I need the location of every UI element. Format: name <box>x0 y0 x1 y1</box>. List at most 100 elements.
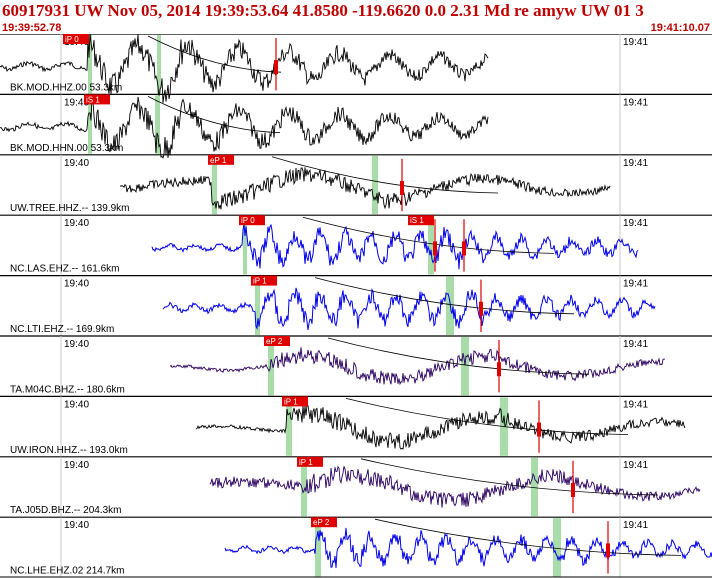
pick-label[interactable]: iP 1 <box>297 456 323 467</box>
trace-row[interactable]: 19:40 19:41 iP 1 TA.J05D.BHZ.-- 204.3km <box>0 456 712 518</box>
station-label: UW.IRON.HHZ.-- 193.0km <box>10 445 128 456</box>
event-title: 60917931 UW Nov 05, 2014 19:39:53.64 41.… <box>2 1 644 20</box>
waveform <box>0 34 489 103</box>
svg-text:iP 1: iP 1 <box>253 277 267 286</box>
p-phase-marker <box>212 155 217 215</box>
travel-time-curve <box>302 216 555 254</box>
s-phase-marker <box>157 35 161 94</box>
pick-label[interactable]: eP 2 <box>311 517 337 528</box>
seismogram-header: 60917931 UW Nov 05, 2014 19:39:53.64 41.… <box>0 0 712 34</box>
waveform <box>151 223 639 270</box>
arrival-marker[interactable] <box>571 483 575 497</box>
time-label-left: 19:40 <box>64 460 89 471</box>
time-label-right: 19:41 <box>623 399 648 410</box>
time-label-right: 19:41 <box>623 37 648 48</box>
pick-label[interactable]: iP 0 <box>239 215 265 226</box>
travel-time-curve <box>147 96 281 133</box>
p-phase-marker <box>301 457 307 517</box>
p-phase-marker <box>286 397 292 456</box>
window-end-time: 19:41:10.07 <box>650 22 710 34</box>
time-label-right: 19:41 <box>623 520 648 531</box>
svg-text:eP 2: eP 2 <box>266 337 283 346</box>
svg-text:iS 1: iS 1 <box>410 216 424 225</box>
p-phase-marker <box>88 95 92 154</box>
arrival-marker[interactable] <box>400 181 404 195</box>
station-label: TA.M04C.BHZ.-- 180.6km <box>10 384 125 395</box>
trace-row[interactable]: 19:40 19:41 iP 1 NC.LTI.EHZ.-- 169.9km <box>0 275 712 336</box>
p-phase-marker <box>315 518 321 577</box>
pick-label[interactable]: iP 0 <box>63 34 89 44</box>
pick-label[interactable]: eP 1 <box>208 154 234 165</box>
s-phase-marker <box>461 337 469 396</box>
pick-label[interactable]: eP 2 <box>264 336 290 346</box>
pick-label[interactable]: iP 1 <box>282 396 308 407</box>
station-label: UW.TREE.HHZ.-- 139.9km <box>10 203 129 214</box>
station-label: NC.LHE.EHZ.02 214.7km <box>10 566 125 577</box>
time-label-right: 19:41 <box>623 218 648 229</box>
time-label-left: 19:40 <box>64 339 89 350</box>
arrival-marker[interactable] <box>497 362 501 377</box>
travel-time-curve <box>360 458 659 496</box>
waveform <box>224 527 712 569</box>
s-phase-marker <box>428 216 434 275</box>
arrival-marker[interactable] <box>433 241 437 256</box>
time-label-right: 19:41 <box>623 279 648 290</box>
arrival-marker[interactable] <box>274 60 278 75</box>
trace-row[interactable]: 19:40 19:41 eP 1 UW.TREE.HHZ.-- 139.9km <box>0 154 712 216</box>
travel-time-curve <box>314 277 575 315</box>
waveform <box>209 465 701 508</box>
time-label-left: 19:40 <box>64 520 89 531</box>
station-label: NC.LTI.EHZ.-- 169.9km <box>10 324 114 335</box>
s-phase-marker <box>372 155 378 215</box>
station-label: TA.J05D.BHZ.-- 204.3km <box>10 505 122 516</box>
station-label: BK.MOD.HHN.00 53.3km <box>10 143 123 154</box>
p-phase-marker <box>88 35 92 94</box>
arrival-marker[interactable] <box>479 301 483 316</box>
svg-text:iP 0: iP 0 <box>65 35 79 44</box>
time-label-right: 19:41 <box>623 97 648 108</box>
trace-row[interactable]: 19:40 19:41 iP 1 UW.IRON.HHZ.-- 193.0km <box>0 395 712 457</box>
p-phase-marker <box>243 216 247 275</box>
time-label-left: 19:40 <box>64 279 89 290</box>
trace-row[interactable]: 19:40 19:41 iP 0 iS 1 NC.LAS.EHZ.-- 161.6km <box>0 214 712 276</box>
arrival-marker[interactable] <box>606 543 610 558</box>
window-start-time: 19:39:52.78 <box>2 22 62 34</box>
trace-row[interactable]: 19:40 19:41 eP 2 TA.M04C.BHZ.-- 180.6km <box>0 335 712 397</box>
travel-time-curve <box>327 337 590 375</box>
svg-text:eP 2: eP 2 <box>313 518 330 527</box>
p-phase-marker <box>255 276 260 335</box>
svg-text:iP 1: iP 1 <box>299 458 313 467</box>
pick-label[interactable]: iS 1 <box>408 215 434 226</box>
pick-label[interactable]: iS 1 <box>84 94 110 105</box>
s-phase-marker <box>531 457 538 517</box>
trace-row[interactable]: 19:40 19:41 iS 1 BK.MOD.HHN.00 53.3km <box>0 93 712 159</box>
travel-time-curve <box>345 398 629 435</box>
waveform <box>162 287 656 330</box>
time-label-right: 19:41 <box>623 339 648 350</box>
travel-time-curve <box>147 35 282 73</box>
svg-text:iS 1: iS 1 <box>86 95 100 104</box>
arrival-marker[interactable] <box>462 241 466 256</box>
time-label-left: 19:40 <box>64 218 89 229</box>
station-label: BK.MOD.HHZ.00 53.3km <box>10 82 122 93</box>
waveform <box>195 404 686 450</box>
waveform <box>119 167 611 210</box>
time-label-left: 19:40 <box>64 97 89 108</box>
waveform <box>0 96 489 159</box>
trace-row[interactable]: 19:40 19:41 eP 2 NC.LHE.EHZ.02 214.7km <box>0 516 712 578</box>
svg-text:iP 1: iP 1 <box>284 397 298 406</box>
time-label-left: 19:40 <box>64 399 89 410</box>
p-phase-marker <box>268 337 274 396</box>
time-label-right: 19:41 <box>623 158 648 169</box>
station-label: NC.LAS.EHZ.-- 161.6km <box>10 264 119 275</box>
arrival-marker[interactable] <box>537 422 541 437</box>
svg-text:iP 0: iP 0 <box>241 216 255 225</box>
waveform <box>169 347 666 386</box>
time-label-left: 19:40 <box>64 158 89 169</box>
time-label-right: 19:41 <box>623 460 648 471</box>
s-phase-marker <box>155 95 160 154</box>
travel-time-curve <box>271 156 499 194</box>
pick-label[interactable]: iP 1 <box>251 275 277 286</box>
